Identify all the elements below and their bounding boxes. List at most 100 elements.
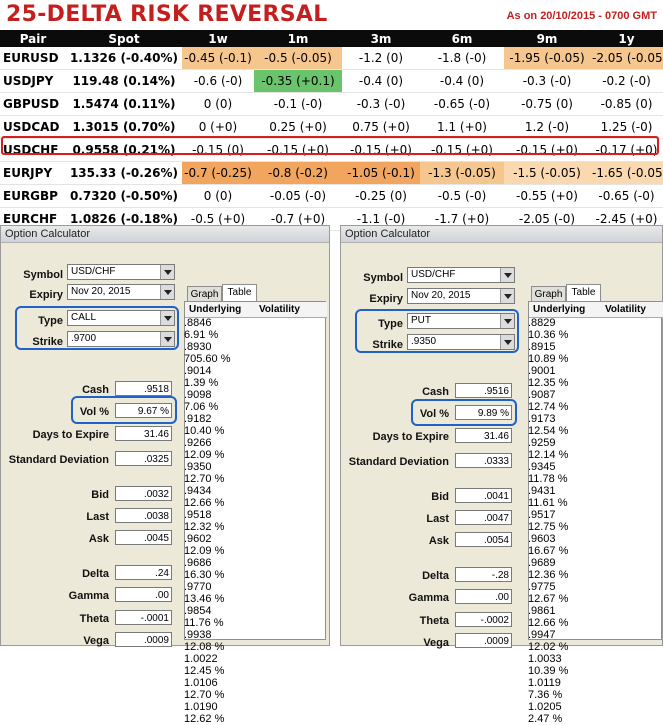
grid-volatility-cell: 12.70 % <box>184 689 225 701</box>
std-field[interactable]: .0325 <box>115 451 172 466</box>
expiry-select[interactable]: Nov 20, 2015 <box>407 288 515 304</box>
strike-label: Strike <box>372 339 403 351</box>
grid-underlying-cell: .9603 <box>528 533 556 545</box>
value-cell: -0.15 (+0) <box>254 138 342 162</box>
grid-volatility-cell: 12.66 % <box>528 617 569 629</box>
theta-field[interactable]: -.0001 <box>115 610 172 625</box>
table-row: EURJPY 135.33 (-0.26%) -0.7 (-0.25) -0.8… <box>0 161 663 185</box>
grid-volatility-cell: 12.70 % <box>184 473 225 485</box>
col-header-9m: 9m <box>504 30 590 47</box>
chevron-down-icon[interactable] <box>160 285 174 299</box>
vega-field[interactable]: .0009 <box>115 632 172 647</box>
type-select[interactable]: PUT <box>407 313 515 329</box>
value-cell: -0.15 (+0) <box>504 138 590 162</box>
grid-underlying-cell: .9350 <box>184 461 212 473</box>
type-select[interactable]: CALL <box>67 310 175 326</box>
chevron-down-icon[interactable] <box>500 335 514 349</box>
grid-underlying-cell: .9686 <box>184 557 212 569</box>
days-label: Days to Expire <box>372 431 449 443</box>
vol-label: Vol % <box>79 406 109 418</box>
value-cell: -0.5 (-0) <box>420 184 504 208</box>
value-cell: 0 (+0) <box>182 115 254 139</box>
delta-field[interactable]: -.28 <box>455 567 512 582</box>
days-field[interactable]: 31.46 <box>455 428 512 443</box>
gamma-field[interactable]: .00 <box>455 589 512 604</box>
grid-volatility-cell: 12.45 % <box>184 665 225 677</box>
value-cell: -0.35 (+0.1) <box>254 69 342 93</box>
cash-field[interactable]: .9518 <box>115 381 172 396</box>
table-header-row: Pair Spot 1w 1m 3m 6m 9m 1y <box>0 30 663 47</box>
pair-cell: USDCHF <box>0 138 66 162</box>
last-label: Last <box>86 511 109 523</box>
spot-cell: 1.5474 (0.11%) <box>66 92 182 116</box>
delta-field[interactable]: .24 <box>115 565 172 580</box>
std-field[interactable]: .0333 <box>455 453 512 468</box>
grid-volatility-cell: 12.36 % <box>528 569 569 581</box>
last-field[interactable]: .0047 <box>455 510 512 525</box>
spot-cell: 119.48 (0.14%) <box>66 69 182 93</box>
grid-volatility-cell: 12.67 % <box>528 593 569 605</box>
grid-underlying-cell: .9602 <box>184 533 212 545</box>
tab-graph[interactable]: Graph <box>187 286 222 301</box>
days-field[interactable]: 31.46 <box>115 426 172 441</box>
gamma-label: Gamma <box>68 590 109 602</box>
chevron-down-icon[interactable] <box>160 332 174 346</box>
ask-field[interactable]: .0054 <box>455 532 512 547</box>
value-cell: -0.05 (-0) <box>254 184 342 208</box>
bid-label: Bid <box>431 491 449 503</box>
grid-underlying-cell: .9173 <box>528 413 556 425</box>
vol-field[interactable]: 9.67 % <box>115 403 172 418</box>
grid-underlying-cell: .9014 <box>184 365 212 377</box>
vol-field[interactable]: 9.89 % <box>455 405 512 420</box>
window-title: Option Calculator <box>341 226 662 243</box>
tab-graph[interactable]: Graph <box>531 286 566 301</box>
symbol-select[interactable]: USD/CHF <box>67 264 175 280</box>
cash-label: Cash <box>82 384 109 396</box>
tab-table[interactable]: Table <box>566 284 601 301</box>
strike-label: Strike <box>32 336 63 348</box>
col-header-1w: 1w <box>182 30 254 47</box>
ask-field[interactable]: .0045 <box>115 530 172 545</box>
grid-underlying-cell: 1.0119 <box>528 677 561 689</box>
strike-select[interactable]: .9350 <box>407 334 515 350</box>
value-cell: -0.45 (-0.1) <box>182 47 254 70</box>
value-cell: -0.7 (-0.25) <box>182 161 254 185</box>
grid-underlying-cell: .9431 <box>528 485 556 497</box>
grid-underlying-cell: .9861 <box>528 605 556 617</box>
pair-cell: USDCAD <box>0 115 66 139</box>
bid-field[interactable]: .0041 <box>455 488 512 503</box>
chevron-down-icon[interactable] <box>160 311 174 325</box>
grid-volatility-cell: 12.09 % <box>184 545 225 557</box>
cash-field[interactable]: .9516 <box>455 383 512 398</box>
strike-select[interactable]: .9700 <box>67 331 175 347</box>
grid-underlying-cell: .9259 <box>528 437 556 449</box>
col-header-pair: Pair <box>0 30 66 47</box>
expiry-select[interactable]: Nov 20, 2015 <box>67 284 175 300</box>
grid-volatility-cell: 12.35 % <box>528 377 569 389</box>
chevron-down-icon[interactable] <box>500 268 514 282</box>
grid-underlying-cell: .9345 <box>528 461 556 473</box>
grid-volatility-cell: 12.54 % <box>528 425 569 437</box>
delta-label: Delta <box>422 570 449 582</box>
last-field[interactable]: .0038 <box>115 508 172 523</box>
spot-cell: 1.3015 (0.70%) <box>66 115 182 139</box>
pair-cell: EURUSD <box>0 47 66 70</box>
gamma-field[interactable]: .00 <box>115 587 172 602</box>
as-of-date: As on 20/10/2015 - 0700 GMT <box>506 10 657 22</box>
theta-field[interactable]: -.0002 <box>455 612 512 627</box>
grid-volatility-cell: 705.60 % <box>184 353 231 365</box>
tab-table[interactable]: Table <box>222 284 257 301</box>
bid-field[interactable]: .0032 <box>115 486 172 501</box>
col-header-volatility: Volatility <box>595 302 663 318</box>
value-cell: 1.1 (+0) <box>420 115 504 139</box>
grid-volatility-cell: 12.75 % <box>528 521 569 533</box>
chevron-down-icon[interactable] <box>160 265 174 279</box>
chevron-down-icon[interactable] <box>500 289 514 303</box>
chevron-down-icon[interactable] <box>500 314 514 328</box>
grid-underlying-cell: 1.0205 <box>528 701 562 713</box>
pair-cell: USDJPY <box>0 69 66 93</box>
grid-volatility-cell: 6.91 % <box>184 329 219 341</box>
grid-volatility-cell: 10.36 % <box>528 329 569 341</box>
symbol-select[interactable]: USD/CHF <box>407 267 515 283</box>
spot-cell: 0.9558 (0.21%) <box>66 138 182 162</box>
